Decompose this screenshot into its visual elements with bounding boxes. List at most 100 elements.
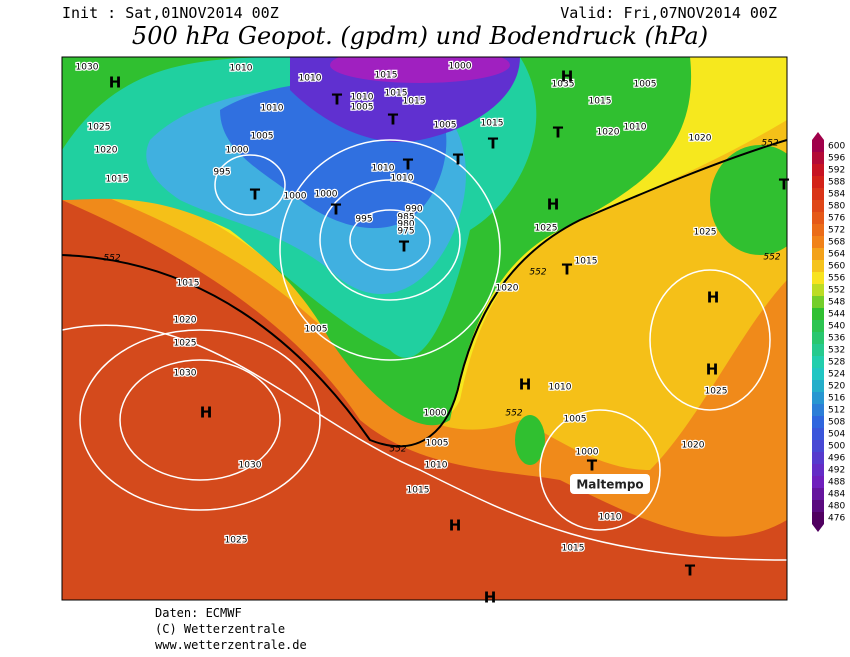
legend-swatch <box>812 500 824 512</box>
legend-swatch <box>812 440 824 452</box>
isobar-label: 1010 <box>261 104 284 114</box>
legend-swatch <box>812 332 824 344</box>
legend-swatch <box>812 176 824 188</box>
legend-swatch <box>812 356 824 368</box>
isobar-label: 1025 <box>535 224 558 234</box>
legend-label: 512 <box>828 406 845 416</box>
legend-label: 500 <box>828 442 845 452</box>
legend-label: 496 <box>828 454 845 464</box>
legend-label: 572 <box>828 226 845 236</box>
pressure-center: T <box>587 457 598 475</box>
isobar-label: 1000 <box>284 192 307 202</box>
isobar-label: 1005 <box>434 121 457 131</box>
init-time: Init : Sat,01NOV2014 00Z <box>62 4 279 22</box>
legend-swatch <box>812 272 824 284</box>
isobar-label: 1025 <box>174 339 197 349</box>
footer-line: Daten: ECMWF <box>155 606 242 620</box>
annotation: Maltempo <box>576 478 643 492</box>
pressure-center: T <box>453 151 464 169</box>
legend-arrow <box>812 524 824 532</box>
annotation-box <box>570 474 650 494</box>
isobar-label: 985 <box>397 213 414 223</box>
isobar-label: 1020 <box>689 134 712 144</box>
legend-swatch <box>812 416 824 428</box>
contour-552 <box>62 139 787 448</box>
isobar-label: 1035 <box>552 80 575 90</box>
legend-swatch <box>812 380 824 392</box>
legend-label: 548 <box>828 298 845 308</box>
pressure-center: T <box>685 562 696 580</box>
pressure-center: T <box>553 124 564 142</box>
isobar-label: 1020 <box>95 146 118 156</box>
isobar-label: 1010 <box>624 123 647 133</box>
isobar-label: 1000 <box>226 146 249 156</box>
legend-label: 532 <box>828 346 845 356</box>
legend-swatch <box>812 236 824 248</box>
isobar-label: 1025 <box>694 228 717 238</box>
isobar-label: 975 <box>397 227 414 237</box>
legend-swatch <box>812 512 824 524</box>
isobar-lines <box>62 139 787 561</box>
legend-label: 540 <box>828 322 845 332</box>
isobar-label: 1010 <box>372 164 395 174</box>
legend-label: 588 <box>828 178 845 188</box>
isobar-label: 995 <box>355 215 372 225</box>
isobar-label: 1030 <box>174 369 197 379</box>
legend-swatch <box>812 488 824 500</box>
legend-label: 504 <box>828 430 845 440</box>
pressure-center: T <box>488 135 499 153</box>
legend-arrow <box>812 132 824 140</box>
legend-label: 536 <box>828 334 845 344</box>
legend-swatch <box>812 188 824 200</box>
legend-label: 556 <box>828 274 845 284</box>
valid-time: Valid: Fri,07NOV2014 00Z <box>560 4 777 22</box>
pressure-center: H <box>561 68 574 86</box>
legend-label: 596 <box>828 154 845 164</box>
isobar-label: 1025 <box>225 536 248 546</box>
isobar-label: 1020 <box>682 441 705 451</box>
isobar-label: 980 <box>397 220 414 230</box>
map-title: 500 hPa Geopot. (gpdm) und Bodendruck (h… <box>132 22 708 50</box>
pressure-center: H <box>706 361 719 379</box>
isobar-label: 1015 <box>177 279 200 289</box>
pressure-center: H <box>449 517 462 535</box>
legend-label: 576 <box>828 214 845 224</box>
isobar-label: 1010 <box>549 383 572 393</box>
legend-swatch <box>812 476 824 488</box>
isobar-label: 1000 <box>424 409 447 419</box>
legend-swatch <box>812 260 824 272</box>
legend-label: 560 <box>828 262 845 272</box>
isobar-label: 1015 <box>589 97 612 107</box>
isobar-label: 1020 <box>174 316 197 326</box>
legend-swatch <box>812 164 824 176</box>
isobar-label: 1020 <box>597 128 620 138</box>
isobar-label: 1010 <box>425 461 448 471</box>
isobar-label: 995 <box>213 168 230 178</box>
isobar-label: 1030 <box>239 461 262 471</box>
isobar-label: 1005 <box>251 132 274 142</box>
isobar-label: 1015 <box>575 257 598 267</box>
pressure-center: H <box>547 196 560 214</box>
isobar-label: 1000 <box>576 448 599 458</box>
legend-swatch <box>812 212 824 224</box>
pressure-center: H <box>707 289 720 307</box>
isobar-label: 1005 <box>305 325 328 335</box>
isobar-label: 1010 <box>230 64 253 74</box>
pressure-center: T <box>399 238 410 256</box>
pressure-center: T <box>250 186 261 204</box>
pressure-center: T <box>388 111 399 129</box>
pressure-center: H <box>519 376 532 394</box>
contour-label: 552 <box>761 139 778 149</box>
isobar-label: 1005 <box>564 415 587 425</box>
legend-label: 584 <box>828 190 845 200</box>
legend-swatch <box>812 344 824 356</box>
legend-label: 552 <box>828 286 845 296</box>
isobar-label: 1020 <box>496 284 519 294</box>
contour-label: 552 <box>389 445 406 455</box>
isobar-label: 1000 <box>315 190 338 200</box>
legend-label: 524 <box>828 370 845 380</box>
legend-swatch <box>812 464 824 476</box>
isobar-label: 1025 <box>705 387 728 397</box>
legend-swatch <box>812 428 824 440</box>
legend-swatch <box>812 224 824 236</box>
